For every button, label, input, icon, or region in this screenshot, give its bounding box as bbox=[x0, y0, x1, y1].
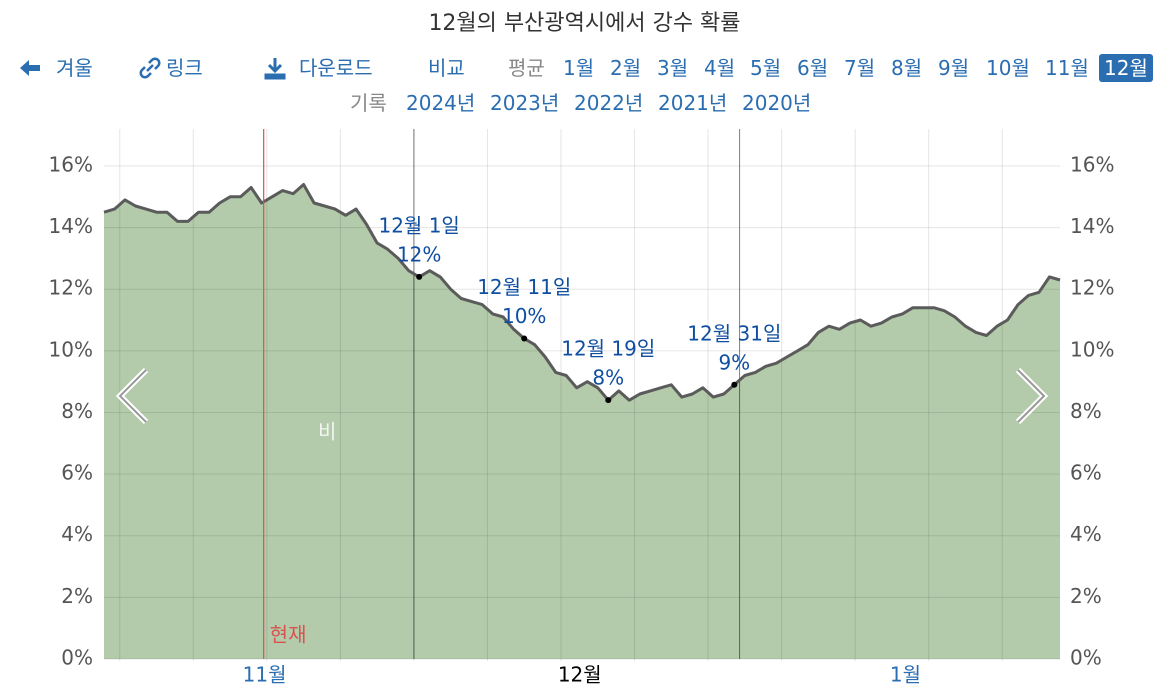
compare-link[interactable]: 비교 bbox=[428, 56, 465, 80]
download-link[interactable]: 다운로드 bbox=[299, 56, 373, 80]
back-link[interactable]: 겨울 bbox=[56, 56, 93, 80]
value-label: 8% bbox=[592, 366, 624, 390]
month-link[interactable]: 10월 bbox=[986, 56, 1030, 80]
y-tick-label-right: 2% bbox=[1070, 584, 1102, 608]
history-label: 기록 bbox=[350, 91, 387, 115]
y-tick-label: 16% bbox=[49, 152, 93, 176]
point bbox=[731, 381, 738, 388]
y-tick-label-right: 0% bbox=[1070, 646, 1102, 670]
year-link[interactable]: 2020년 bbox=[742, 91, 812, 115]
x-tick-label: 1월 bbox=[890, 663, 921, 687]
month-link[interactable]: 7월 bbox=[844, 56, 876, 80]
year-link[interactable]: 2021년 bbox=[658, 91, 728, 115]
y-tick-label: 6% bbox=[61, 461, 93, 485]
now-label: 현재 bbox=[270, 623, 307, 647]
month-link[interactable]: 12월 bbox=[1099, 54, 1153, 82]
point bbox=[605, 397, 612, 404]
y-tick-label: 8% bbox=[61, 399, 93, 423]
back-arrow bbox=[20, 60, 40, 76]
y-tick-label: 0% bbox=[61, 646, 93, 670]
y-tick-label: 14% bbox=[49, 214, 93, 238]
month-link[interactable]: 5월 bbox=[750, 56, 782, 80]
month-link[interactable]: 6월 bbox=[797, 56, 829, 80]
arrow-left[interactable] bbox=[115, 367, 149, 425]
month-link[interactable]: 2월 bbox=[610, 56, 642, 80]
month-link[interactable]: 11월 bbox=[1045, 56, 1089, 80]
y-tick-label: 10% bbox=[49, 337, 93, 361]
chart-title: 12월의 부산광역시에서 강수 확률 bbox=[428, 11, 741, 36]
annotation: 12월 31일 bbox=[687, 321, 781, 345]
month-link[interactable]: 1월 bbox=[563, 56, 595, 80]
y-tick-label-right: 8% bbox=[1070, 399, 1102, 423]
average-label: 평균 bbox=[508, 56, 545, 80]
month-link[interactable]: 8월 bbox=[891, 56, 923, 80]
annotation: 12월 19일 bbox=[561, 337, 655, 361]
y-tick-label: 2% bbox=[61, 584, 93, 608]
download-icon[interactable] bbox=[263, 56, 287, 80]
y-tick-label-right: 10% bbox=[1070, 337, 1114, 361]
point bbox=[521, 335, 528, 342]
y-tick-label-right: 6% bbox=[1070, 461, 1102, 485]
month-link[interactable]: 3월 bbox=[657, 56, 689, 80]
y-tick-label-right: 16% bbox=[1070, 152, 1114, 176]
link-icon[interactable] bbox=[138, 56, 162, 80]
series-label: 비 bbox=[318, 420, 336, 444]
annotation: 12월 1일 bbox=[378, 213, 459, 237]
y-tick-label: 12% bbox=[49, 276, 93, 300]
x-tick-label: 11월 bbox=[243, 663, 287, 687]
back-icon[interactable] bbox=[18, 56, 42, 80]
year-link[interactable]: 2022년 bbox=[574, 91, 644, 115]
month-link[interactable]: 4월 bbox=[704, 56, 736, 80]
arrow-right[interactable] bbox=[1015, 367, 1049, 425]
point bbox=[416, 273, 423, 280]
link-text[interactable]: 링크 bbox=[166, 56, 203, 80]
value-label: 10% bbox=[502, 304, 546, 328]
link-shape bbox=[139, 57, 161, 79]
y-tick-label-right: 4% bbox=[1070, 522, 1102, 546]
x-tick-label: 12월 bbox=[558, 663, 602, 687]
y-tick-label: 4% bbox=[61, 522, 93, 546]
value-label: 12% bbox=[397, 242, 441, 266]
year-link[interactable]: 2024년 bbox=[406, 91, 476, 115]
year-link[interactable]: 2023년 bbox=[490, 91, 560, 115]
rain-area bbox=[104, 184, 1060, 659]
arrow-right-outline bbox=[1017, 369, 1046, 423]
value-label: 9% bbox=[718, 350, 750, 374]
month-link[interactable]: 9월 bbox=[938, 56, 970, 80]
annotation: 12월 11일 bbox=[477, 275, 571, 299]
y-tick-label-right: 14% bbox=[1070, 214, 1114, 238]
download-shape bbox=[264, 58, 286, 80]
arrow-left-outline bbox=[118, 369, 147, 423]
y-tick-label-right: 12% bbox=[1070, 276, 1114, 300]
plot bbox=[103, 129, 1061, 661]
